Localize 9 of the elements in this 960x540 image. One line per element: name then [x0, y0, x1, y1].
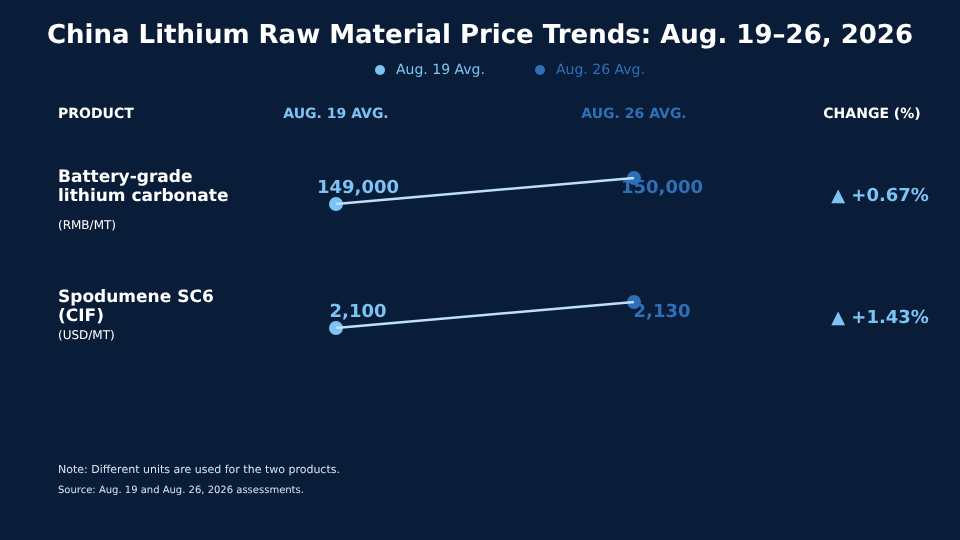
- y-axis-title: Battery-grade lithium carbonate: [58, 168, 229, 208]
- data-label: 149,000: [317, 178, 399, 199]
- text: ▲ +0.67%: [831, 186, 929, 207]
- data-label: 2,100: [329, 302, 387, 323]
- data-label: 2,130: [633, 302, 691, 323]
- data-label: 150,000: [621, 178, 703, 199]
- text: ▲ +1.43%: [831, 308, 929, 329]
- chart-title: China Lithium Raw Material Price Trends: Aug. 19–26, 2026: [46, 20, 914, 51]
- y-axis-title: Spodumene SC6 (CIF): [58, 288, 214, 328]
